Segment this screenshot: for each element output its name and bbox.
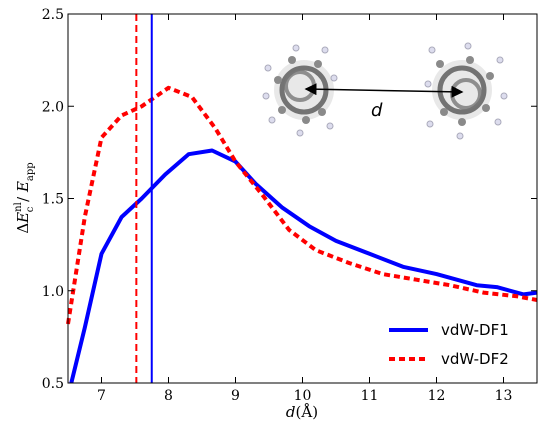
y-tick-label: 0.5 xyxy=(42,376,64,392)
y-axis-label: ΔEnlc / Eapp xyxy=(13,162,36,233)
legend: vdW-DF1 vdW-DF2 xyxy=(389,321,509,368)
x-tick-label: 9 xyxy=(231,388,240,404)
distance-arrow xyxy=(304,83,464,98)
y-axis-label-c: c xyxy=(25,206,36,212)
series-line-vdw-df1 xyxy=(69,148,538,384)
y-axis-label-delta: Δ xyxy=(14,223,32,234)
series-layer xyxy=(66,85,538,384)
x-axis-label-var: d xyxy=(286,403,296,421)
tick-layer: 7 8 9 10 11 12 13 0.5 1.0 1.5 2.0 2.5 xyxy=(42,7,537,404)
y-tick-label: 1.5 xyxy=(42,192,64,208)
x-axis-label: d(Å) xyxy=(286,403,318,421)
legend-label-vdw-df1: vdW-DF1 xyxy=(441,321,509,339)
x-tick-label: 7 xyxy=(97,388,106,404)
y-axis-label-e1: E xyxy=(14,212,32,224)
x-tick-label: 8 xyxy=(164,388,173,404)
molecule-illustration: d xyxy=(262,42,508,140)
vline-layer xyxy=(135,14,153,383)
series-line-vdw-df2 xyxy=(66,85,538,325)
y-tick-label: 2.5 xyxy=(42,7,64,23)
y-tick-label: 2.0 xyxy=(42,99,64,115)
y-axis-label-slash: / xyxy=(14,192,32,207)
y-axis-label-app: app xyxy=(25,162,36,181)
molecule-left xyxy=(262,44,338,137)
x-tick-label: 13 xyxy=(495,388,513,404)
distance-label: d xyxy=(371,100,383,121)
x-tick-label: 11 xyxy=(361,388,379,404)
legend-label-vdw-df2: vdW-DF2 xyxy=(441,350,509,368)
x-axis-label-unit: (Å) xyxy=(296,403,319,421)
x-tick-label: 10 xyxy=(294,388,312,404)
y-axis-label-e2: E xyxy=(14,181,32,193)
y-axis-label-nl: nl xyxy=(13,202,24,212)
y-tick-label: 1.0 xyxy=(42,284,64,300)
x-tick-label: 12 xyxy=(428,388,446,404)
